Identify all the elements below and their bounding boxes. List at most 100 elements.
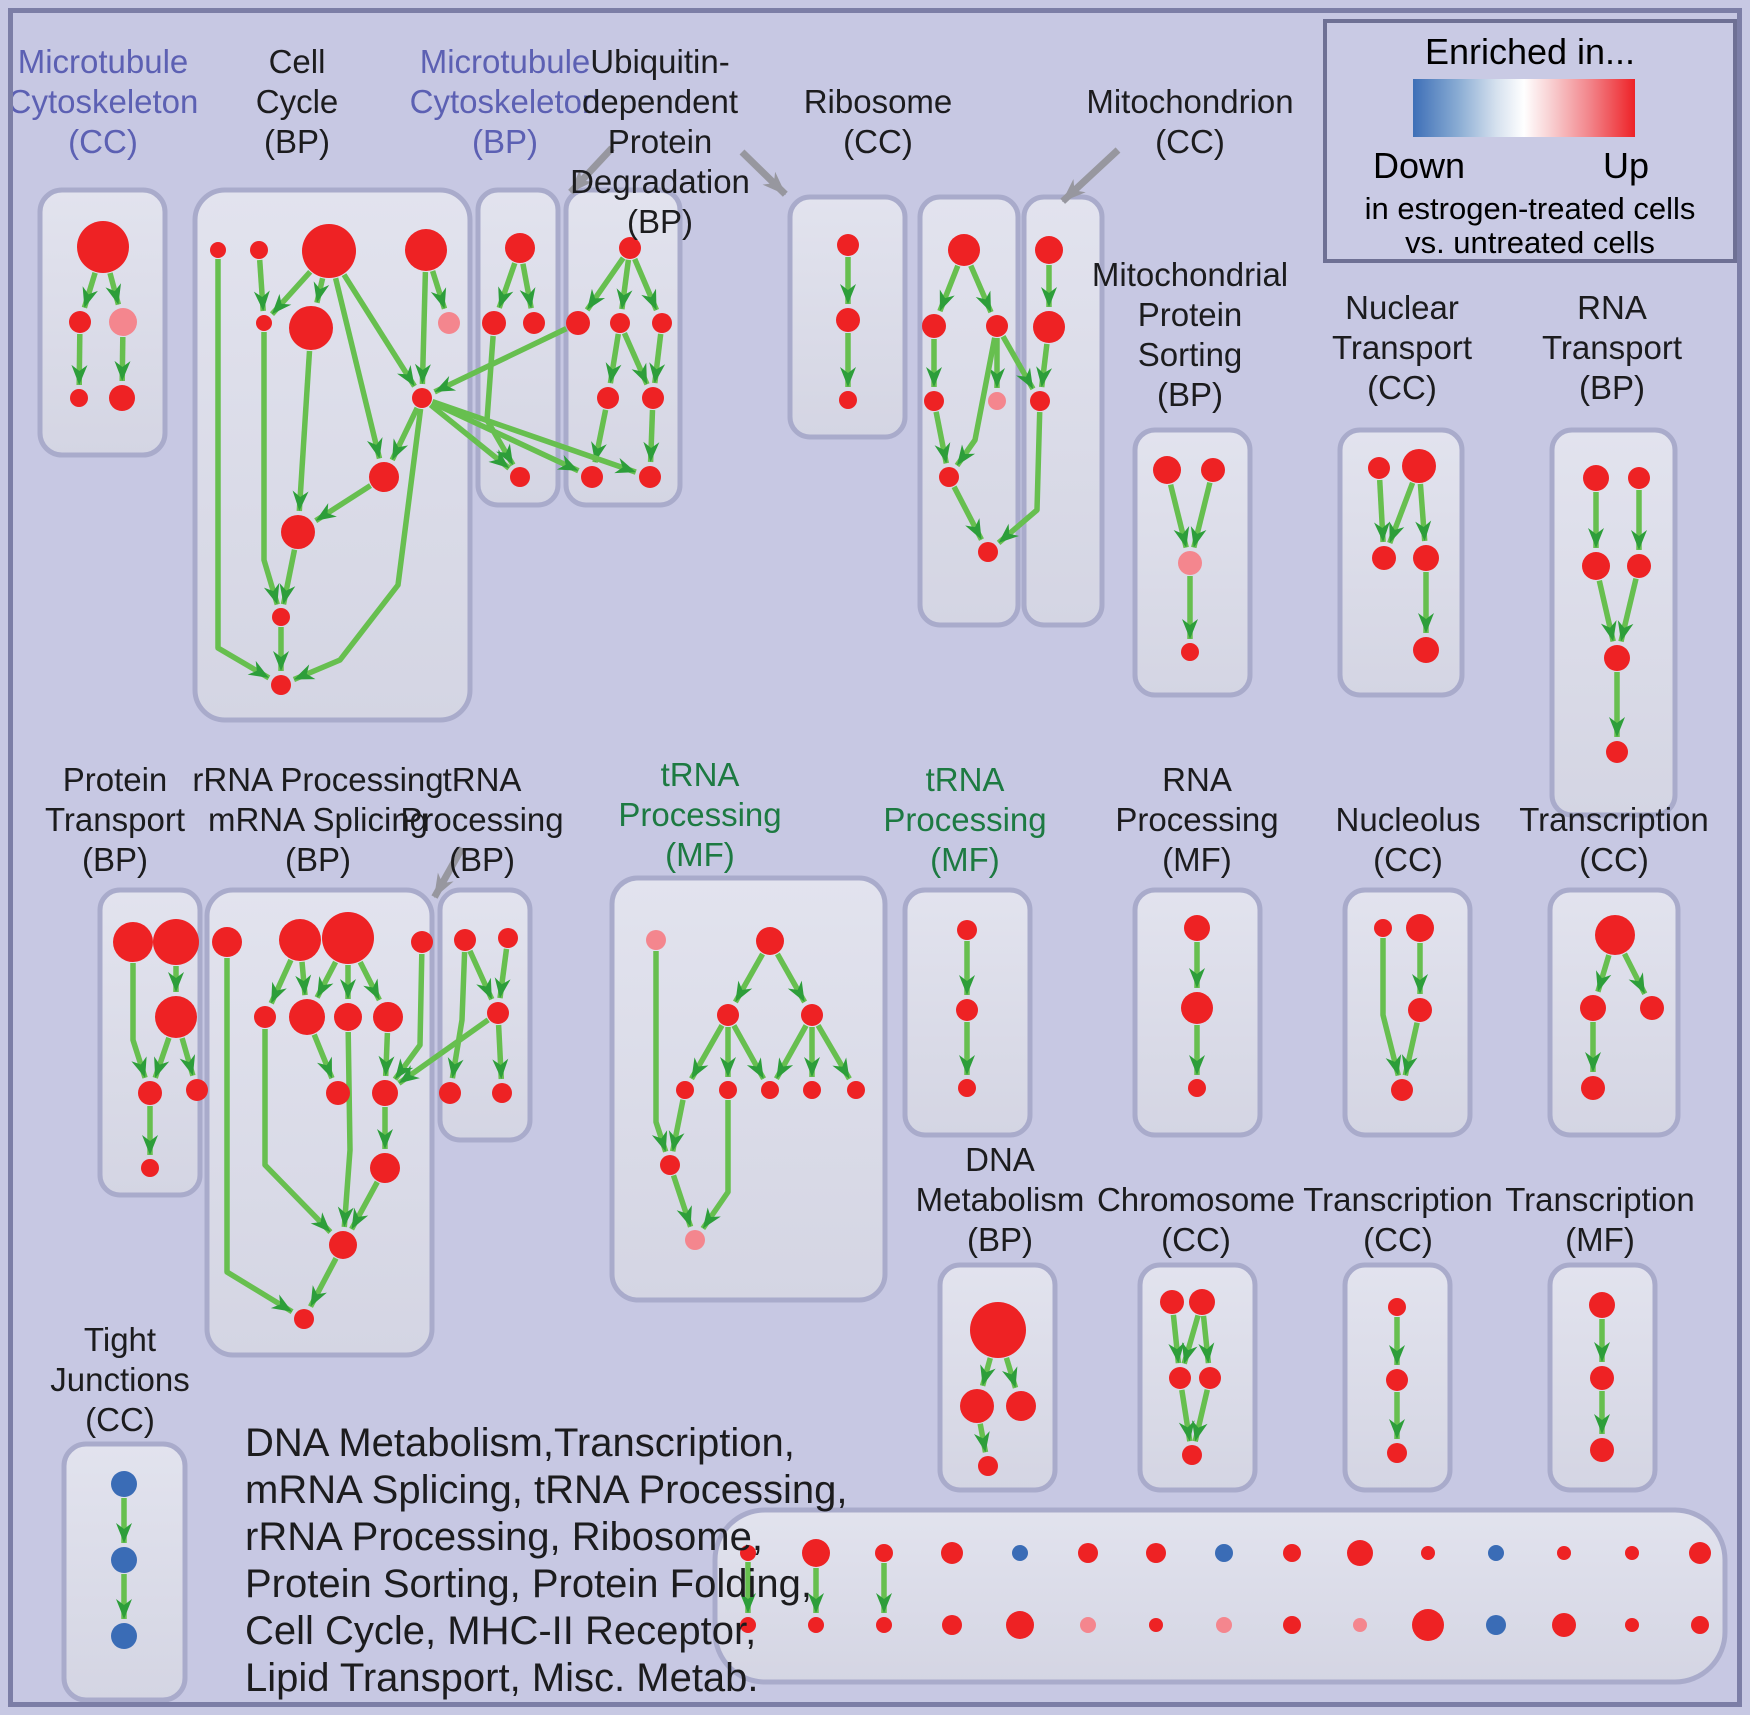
summary-node-bottom-12	[1552, 1613, 1576, 1637]
rrna-label: rRNA Processing mRNA Splicing (BP)	[192, 760, 443, 880]
trna_mf1-node-0	[646, 930, 666, 950]
tightj-node-0	[111, 1471, 137, 1497]
nuct-label-line: Nuclear	[1345, 289, 1459, 326]
trna_bp-node-4	[492, 1083, 512, 1103]
trans_cc2-label: Transcription (CC)	[1519, 800, 1709, 880]
trna_mf1-label-line: (MF)	[665, 836, 735, 873]
trans_cc3-node-2	[1387, 1443, 1407, 1463]
ubq-edge	[605, 333, 622, 384]
legend-title: Enriched in...	[1424, 31, 1636, 72]
trans_cc2-node-0	[1595, 915, 1635, 955]
rrna-node-1	[279, 919, 321, 961]
rnat-label: RNA Transport (BP)	[1542, 288, 1682, 408]
ribosome-edge	[951, 485, 984, 541]
cell_cycle-node-4	[256, 315, 272, 331]
misc-clusters-annotation: DNA Metabolism,Transcription, mRNA Splic…	[245, 1421, 848, 1700]
dna_met-edge	[979, 1357, 996, 1387]
callout-arrow	[1060, 147, 1121, 204]
summary-node-top-1	[802, 1539, 830, 1567]
ribosome-node-6	[978, 542, 998, 562]
trans_cc3-node-1	[1386, 1369, 1408, 1391]
prott-edge	[152, 1036, 172, 1079]
ubq-node-4	[597, 387, 619, 409]
cell_cycle-edge	[389, 406, 420, 462]
legend-subtitle-line2: vs. untreated cells	[1405, 225, 1655, 260]
mc_cc-node-4	[109, 385, 135, 411]
prott-label: Protein Transport (BP)	[45, 760, 185, 880]
trna_mf1-label: tRNA Processing (MF)	[618, 755, 781, 875]
cross-edge	[428, 402, 511, 471]
rrna-node-6	[334, 1003, 362, 1031]
dna_met-node-0	[970, 1302, 1026, 1358]
ubq-edge	[584, 256, 626, 312]
ribosome-edge	[968, 264, 994, 314]
mc_bp-label: Microtubule Cytoskeleton (BP)	[410, 42, 601, 162]
mc_cc-edge	[114, 336, 131, 382]
cell_cycle-edge	[414, 271, 431, 385]
rnat-node-5	[1606, 741, 1628, 763]
summary-node-bottom-7	[1216, 1617, 1232, 1633]
rrna-edge	[295, 961, 312, 996]
cell_cycle-edge	[279, 549, 298, 605]
chromosome-node-0	[1160, 1290, 1184, 1314]
rrna-label-line: mRNA Splicing	[207, 801, 429, 838]
cell_cycle-node-6	[438, 312, 460, 334]
nuct-label: Nuclear Transport (CC)	[1332, 288, 1472, 408]
nuct-edge	[1387, 481, 1416, 544]
rnat-node-0	[1583, 465, 1609, 491]
trna_mf1-edge	[775, 952, 807, 1004]
summary-node-bottom-10	[1412, 1609, 1444, 1641]
trna_mf1-node-1	[756, 927, 784, 955]
summary-node-bottom-2	[876, 1617, 892, 1633]
ribosome-edge	[954, 337, 998, 468]
trna_bp-label-line: Processing	[400, 801, 564, 838]
rrna-edge	[224, 958, 294, 1315]
mito-edge	[1036, 343, 1053, 388]
trna_mf1-node-10	[685, 1230, 705, 1250]
trans_cc2-edge	[1595, 954, 1612, 993]
ubq-edge	[591, 409, 609, 463]
cell_cycle-edge	[253, 259, 270, 312]
trans_mf-label: Transcription (MF)	[1505, 1180, 1695, 1260]
mc_cc-node-3	[70, 389, 88, 407]
rnat-label-line: Transport	[1542, 329, 1682, 366]
tightj-label: Tight Junctions (CC)	[50, 1320, 189, 1440]
cell_cycle-node-2	[302, 224, 356, 278]
rnat-edge	[1617, 577, 1639, 643]
ubq2-node-0	[837, 234, 859, 256]
mps-node-3	[1181, 643, 1199, 661]
rrna-node-10	[370, 1153, 400, 1183]
callout-arrow	[568, 145, 615, 195]
dna_met-label-line: DNA	[965, 1141, 1035, 1178]
ribosome-node-2	[986, 315, 1008, 337]
rnap_mf-label-line: Processing	[1115, 801, 1279, 838]
summary-node-bottom-14	[1691, 1616, 1709, 1634]
trna_mf1-edge	[651, 951, 669, 1153]
ubq-node-3	[652, 313, 672, 333]
nucleolus-node-3	[1391, 1079, 1413, 1101]
trna_mf1-label-line: Processing	[618, 796, 782, 833]
rnat-node-1	[1628, 467, 1650, 489]
trna_mf2-node-2	[958, 1079, 976, 1097]
nucleolus-label-line: Nucleolus	[1335, 801, 1481, 838]
ubq-edge	[621, 331, 650, 386]
mc_cc-node-0	[77, 221, 129, 273]
cell_cycle-node-5	[289, 306, 333, 350]
cell_cycle-node-8	[369, 462, 399, 492]
ubq-edge	[649, 333, 666, 384]
rnap_mf-label: RNA Processing (MF)	[1115, 760, 1278, 880]
ubq2-node-2	[839, 391, 857, 409]
ubq-label: Ubiquitin-dependent Protein Degradation (BP…	[570, 42, 750, 242]
chromosome-edge	[1178, 1389, 1195, 1442]
tightj-label-line: (CC)	[85, 1401, 155, 1438]
ribosome-edge	[937, 264, 961, 313]
trna_mf1-node-9	[660, 1155, 680, 1175]
trna_bp-edge	[492, 1024, 509, 1080]
prott-label-line: Transport	[45, 801, 185, 838]
rnap_mf-label-line: (MF)	[1162, 841, 1232, 878]
summary-node-top-3	[941, 1542, 963, 1564]
legend-gradient-bar	[1413, 79, 1635, 137]
mc_bp-label-line: (BP)	[471, 123, 538, 160]
trna_mf1-edge	[670, 1174, 694, 1228]
legend-subtitle-line1: in estrogen-treated cells	[1364, 191, 1696, 226]
